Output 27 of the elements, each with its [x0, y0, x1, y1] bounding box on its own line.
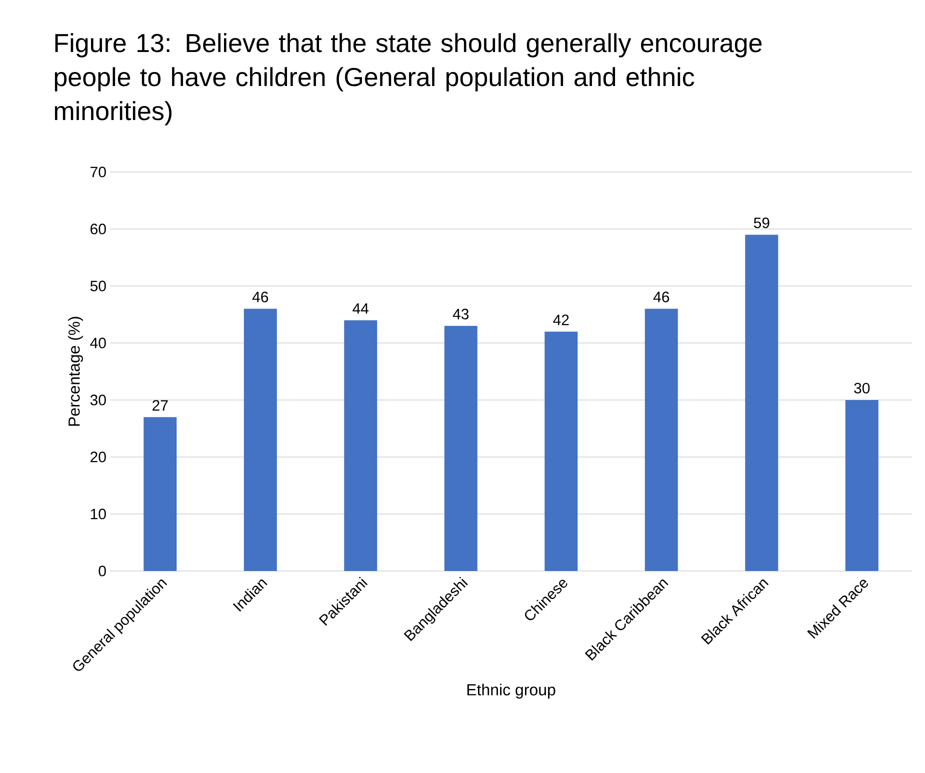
bar [444, 326, 478, 571]
bar [144, 417, 177, 571]
y-axis-title: Percentage (%) [68, 316, 83, 426]
data-label: 43 [452, 308, 469, 320]
data-label: 46 [252, 292, 268, 302]
y-tick-label: 10 [90, 508, 106, 520]
bar [544, 332, 578, 571]
y-tick-label: 60 [90, 224, 106, 234]
data-label: 59 [754, 218, 770, 228]
y-tick-label: 70 [90, 166, 106, 178]
x-axis-title: Ethnic group [467, 684, 556, 699]
bar [344, 320, 378, 571]
bar [845, 400, 878, 571]
y-tick-label: 20 [90, 452, 106, 462]
data-label: 30 [854, 382, 870, 394]
data-label: 42 [553, 314, 569, 326]
y-tick-label: 30 [90, 394, 106, 406]
data-label: 44 [352, 303, 369, 314]
data-label: 46 [653, 292, 670, 302]
bar [644, 308, 678, 571]
y-tick-label: 50 [90, 280, 106, 292]
chart-title: Figure 13: Believe that the state should generally encourage people to have children (General population and ethnic minorities) [54, 33, 762, 126]
bar [244, 308, 277, 571]
data-label: 27 [152, 400, 168, 411]
y-tick-label: 40 [90, 338, 106, 348]
bar [745, 234, 778, 571]
y-tick-label: 0 [98, 566, 106, 576]
